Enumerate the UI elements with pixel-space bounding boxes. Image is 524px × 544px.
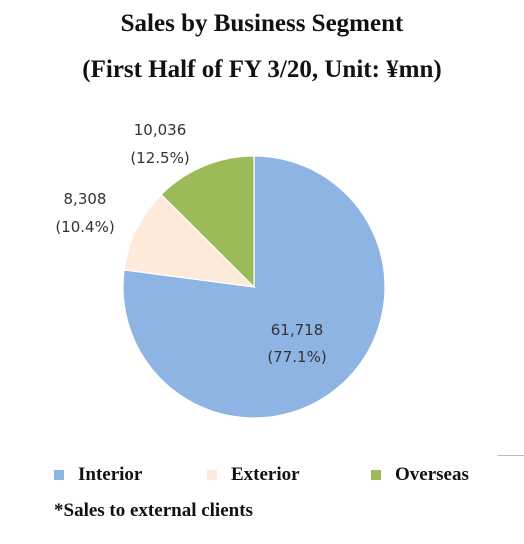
legend-item-exterior: Exterior bbox=[207, 464, 300, 486]
pie-slice-interior bbox=[122, 155, 386, 419]
legend-item-interior: Interior bbox=[54, 464, 142, 486]
pie-slices bbox=[122, 155, 386, 419]
legend-swatch-exterior bbox=[207, 470, 217, 480]
legend-label-overseas: Overseas bbox=[395, 464, 469, 485]
legend-swatch-overseas bbox=[371, 470, 381, 480]
slice-value-label-interior: 61,718 bbox=[271, 321, 324, 339]
edge-divider-line bbox=[498, 455, 524, 456]
slice-value-label-overseas: 10,036 bbox=[134, 121, 187, 139]
data-labels: 61,718 (77.1%) 8,308 (10.4%) 10,036 (12.… bbox=[55, 121, 326, 366]
slice-value-label-exterior: 8,308 bbox=[64, 190, 107, 208]
footnote: *Sales to external clients bbox=[54, 500, 253, 521]
legend-item-overseas: Overseas bbox=[371, 464, 469, 486]
legend-swatch-interior bbox=[54, 470, 64, 480]
pie-slice-overseas bbox=[160, 155, 255, 289]
legend-label-exterior: Exterior bbox=[231, 464, 300, 485]
pie-slice-exterior bbox=[123, 193, 256, 288]
slice-percent-label-overseas: (12.5%) bbox=[130, 149, 189, 167]
slice-percent-label-exterior: (10.4%) bbox=[55, 218, 114, 236]
legend: Interior Exterior Overseas bbox=[0, 464, 524, 486]
chart-subtitle: (First Half of FY 3/20, Unit: ¥mn) bbox=[82, 56, 442, 83]
legend-label-interior: Interior bbox=[78, 464, 143, 485]
chart-title: Sales by Business Segment bbox=[120, 10, 404, 37]
slice-percent-label-interior: (77.1%) bbox=[267, 348, 326, 366]
